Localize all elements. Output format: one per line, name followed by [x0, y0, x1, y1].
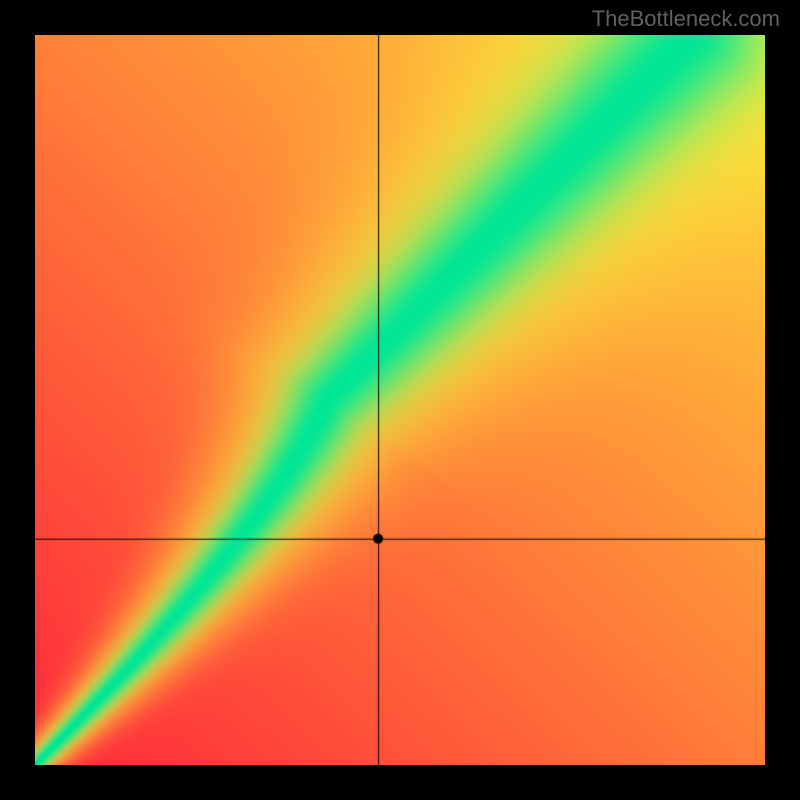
- watermark-text: TheBottleneck.com: [592, 6, 780, 32]
- heatmap-plot: [35, 35, 765, 765]
- heatmap-canvas: [35, 35, 765, 765]
